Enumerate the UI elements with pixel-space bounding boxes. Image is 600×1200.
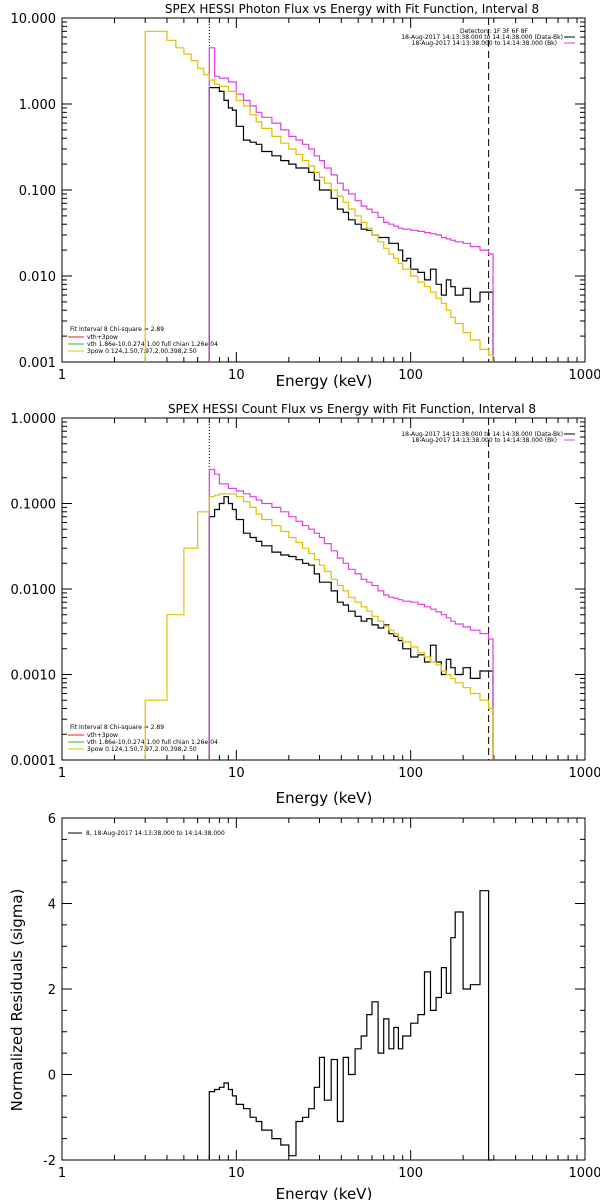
residuals-panel: Energy (keV) Normalized Residuals (sigma… <box>8 812 600 1200</box>
legend-fit-total: vth+3pow <box>87 732 118 739</box>
legend-residuals: 8, 18-Aug-2017 14:13:38.000 to 14:14:38.… <box>86 830 225 837</box>
y-tick-label: 1.000 <box>19 98 56 113</box>
x-tick-label: 1000 <box>568 1166 600 1181</box>
y-tick-label: 0.0001 <box>11 754 57 769</box>
x-tick-label: 1000 <box>568 766 600 781</box>
chart-title: SPEX HESSI Photon Flux vs Energy with Fi… <box>165 2 539 16</box>
x-tick-label: 100 <box>398 1166 423 1181</box>
y-tick-label: -2 <box>43 1154 56 1169</box>
legend-entry-data-bk: 18-Aug-2017 14:13:38.000 to 14:14:38.000… <box>401 431 563 438</box>
x-tick-label: 10 <box>228 1166 245 1181</box>
y-tick-label: 4 <box>48 898 56 913</box>
series-line <box>144 30 494 362</box>
legend-vth: vth 1.86e-10,0.274,1.00 full chian 1.26e… <box>87 341 218 348</box>
y-tick-label: 0.1000 <box>11 498 57 513</box>
x-tick-label: 1000 <box>568 368 600 383</box>
x-axis-label: Energy (keV) <box>276 789 373 807</box>
y-tick-label: 0.0010 <box>11 669 57 684</box>
chart-title: SPEX HESSI Count Flux vs Energy with Fit… <box>168 402 536 416</box>
count-flux-panel: SPEX HESSI Count Flux vs Energy with Fit… <box>11 402 600 807</box>
legend-fit-interval: Fit Interval 8 Chi-square = 2.89 <box>70 724 164 731</box>
series-line <box>208 468 494 760</box>
photon-flux-panel: SPEX HESSI Photon Flux vs Energy with Fi… <box>11 2 600 390</box>
series-line <box>208 47 494 362</box>
x-tick-label: 1 <box>58 766 66 781</box>
series-line <box>208 890 493 1161</box>
y-tick-label: 6 <box>48 812 56 827</box>
y-axis-label: Normalized Residuals (sigma) <box>8 889 26 1112</box>
x-axis-label: Energy (keV) <box>276 372 373 390</box>
y-tick-label: 1.0000 <box>11 412 57 427</box>
legend-entry-data-bk: 18-Aug-2017 14:13:38.000 to 14:14:38.000… <box>401 34 563 41</box>
legend-entry-bk: 18-Aug-2017 14:13:38.000 to 14:14:38.000… <box>412 40 557 47</box>
y-tick-label: 0.0100 <box>11 583 57 598</box>
y-tick-label: 0.001 <box>19 356 56 371</box>
y-tick-label: 2 <box>48 983 56 998</box>
x-tick-label: 100 <box>398 766 423 781</box>
series-line <box>208 87 494 362</box>
y-tick-label: 0 <box>48 1069 56 1084</box>
y-tick-label: 10.000 <box>11 12 57 27</box>
legend-3pow: 3pow 0.124,1.50,7.97,2.00,398,2.50 <box>87 746 197 753</box>
x-tick-label: 10 <box>228 368 245 383</box>
y-tick-label: 0.010 <box>19 270 56 285</box>
legend-vth: vth 1.86e-10,0.274,1.00 full chian 1.26e… <box>87 739 218 746</box>
x-tick-label: 10 <box>228 766 245 781</box>
x-tick-label: 1 <box>58 1166 66 1181</box>
legend-fit-total: vth+3pow <box>87 334 118 341</box>
series-line <box>144 493 494 760</box>
y-tick-label: 0.100 <box>19 184 56 199</box>
legend-fit-interval: Fit Interval 8 Chi-square = 2.89 <box>70 326 164 333</box>
legend-3pow: 3pow 0.124,1.50,7.97,2.00,398,2.50 <box>87 348 197 355</box>
legend-detectors: Detectors: 1F 3F 6F 8F <box>460 28 529 35</box>
x-axis-label: Energy (keV) <box>276 1185 373 1200</box>
x-tick-label: 1 <box>58 368 66 383</box>
legend-entry-bk: 18-Aug-2017 14:13:38.000 to 14:14:38.000… <box>412 437 557 444</box>
x-tick-label: 100 <box>398 368 423 383</box>
